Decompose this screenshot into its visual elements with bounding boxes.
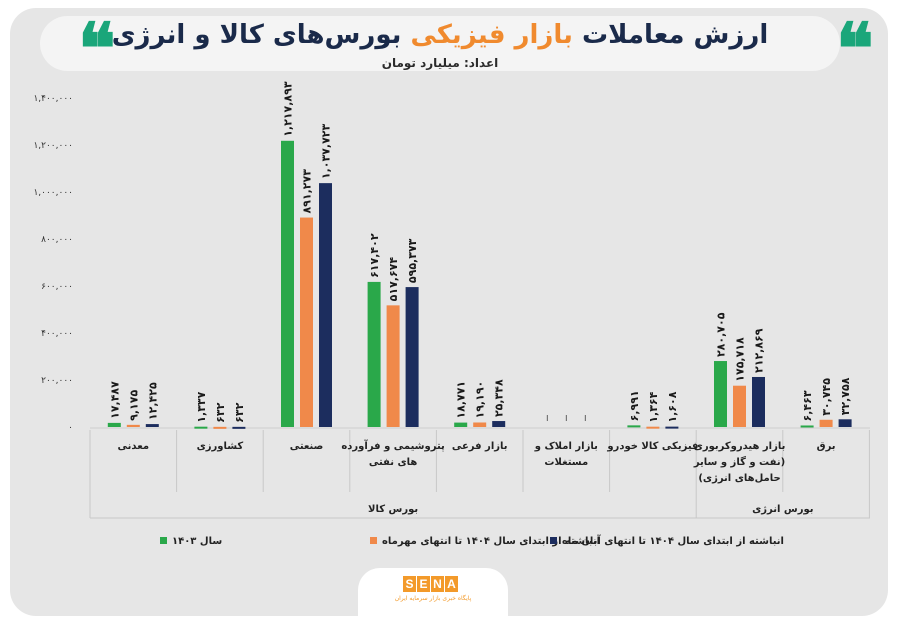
data-label: ۱۷,۴۸۷: [108, 381, 121, 419]
bar: [405, 287, 419, 427]
data-label: ۱,۰۳۷,۷۲۳: [320, 123, 333, 179]
data-label: ۶,۹۹۱: [628, 390, 641, 421]
data-label: ۲۵,۳۴۸: [493, 379, 506, 417]
group-label: بورس کالا: [368, 504, 418, 515]
bar: [800, 425, 814, 428]
bar: [386, 305, 400, 427]
page-subtitle: اعداد: میلیارد تومان: [381, 56, 499, 70]
y-tick-label: ۰: [68, 423, 73, 433]
category-label: فیزیکی کالا خودرو: [606, 441, 698, 452]
category-label: (نفت و گاز و سایر: [693, 455, 785, 468]
legend-label: انباشته از ابتدای سال ۱۴۰۴ تا انتهای آبا…: [562, 534, 784, 547]
bar: [665, 426, 679, 429]
y-tick-label: ۱,۲۰۰,۰۰۰: [33, 141, 73, 151]
bar: [838, 419, 852, 427]
data-label: ۱۲,۴۲۵: [146, 382, 159, 420]
logo-badge: S E N A پایگاه خبری بازار سرمایه ایران: [358, 568, 508, 616]
bar: [714, 361, 727, 427]
bar: [145, 424, 159, 427]
logo-letter: E: [417, 576, 430, 592]
legend-swatch: [160, 537, 167, 544]
bar: [473, 422, 487, 427]
logo-tagline: پایگاه خبری بازار سرمایه ایران: [394, 595, 472, 602]
data-label: ۱,۲۱۷,۸۹۳: [282, 81, 295, 137]
data-label: ۶۳۲: [214, 402, 227, 422]
category-label: های نفتی: [369, 457, 418, 468]
bar: [281, 140, 294, 427]
bar: [194, 426, 208, 429]
y-tick-label: ۱,۰۰۰,۰۰۰: [33, 188, 73, 198]
category-label: حامل‌های انرژی): [698, 473, 780, 484]
bar: [126, 424, 140, 427]
data-label: ۳۲,۷۵۸: [839, 377, 852, 415]
data-label: ۶۳۲: [233, 402, 246, 422]
bar: [367, 281, 381, 427]
bar: [319, 183, 332, 427]
data-label: ۲۱۲,۸۶۹: [753, 328, 766, 373]
data-label: ۱۷۵,۷۱۸: [734, 337, 747, 382]
bar: [492, 421, 506, 427]
data-label: ۶,۴۶۳: [801, 390, 814, 421]
bar: [213, 426, 227, 429]
data-label: ۱۹,۱۹۰: [474, 381, 487, 419]
data-label: ۲۸۰,۷۰۵: [715, 312, 728, 357]
data-label: ۱,۳۶۴: [647, 391, 660, 422]
title-pre: ارزش معاملات: [572, 20, 769, 50]
y-tick-label: ۲۰۰,۰۰۰: [41, 376, 73, 386]
header-banner: ❝ ❝ ارزش معاملات بازار فیزیکی بورس‌های ک…: [40, 14, 874, 84]
legend-swatch: [550, 537, 557, 544]
y-tick-label: ۱,۴۰۰,۰۰۰: [33, 94, 73, 104]
data-label: ۹,۱۷۵: [127, 390, 140, 421]
y-tick-label: ۶۰۰,۰۰۰: [41, 282, 73, 292]
y-tick-label: ۸۰۰,۰۰۰: [41, 235, 73, 245]
data-label: ۵۹۵,۳۷۳: [406, 238, 419, 283]
bar: [752, 376, 765, 427]
logo-letter: N: [431, 576, 444, 592]
quote-right-icon: ❝: [836, 8, 874, 90]
logo-letter: A: [445, 576, 458, 592]
bar-empty-marker: [584, 415, 586, 421]
data-label: ۳۰,۷۴۵: [820, 378, 833, 416]
y-tick-label: ۴۰۰,۰۰۰: [41, 329, 73, 339]
bar: [232, 426, 246, 429]
bar: [107, 422, 121, 427]
legend-label: انباشته از ابتدای سال ۱۴۰۴ تا انتهای مهر…: [382, 536, 600, 547]
sena-logo: S E N A: [403, 576, 458, 592]
quote-left-icon: ❝: [78, 8, 116, 90]
group-label: بورس انرژی: [752, 504, 813, 515]
category-label: برق: [817, 441, 836, 452]
legend-swatch: [370, 537, 377, 544]
bar-empty-marker: [565, 415, 567, 421]
data-label: ۵۱۷,۶۷۴: [387, 257, 400, 302]
category-label: صنعتی: [290, 441, 324, 452]
data-label: ۱,۳۳۷: [195, 391, 208, 422]
category-label: بازار املاک و: [534, 441, 598, 452]
bar: [627, 425, 641, 428]
category-label: بازار هیدروکربوری: [694, 441, 786, 452]
data-label: ۶۱۷,۴۰۲: [368, 233, 381, 278]
chart-card: ❝ ❝ ارزش معاملات بازار فیزیکی بورس‌های ک…: [10, 8, 888, 616]
legend-label: سال ۱۴۰۳: [172, 536, 222, 547]
data-label: ۸۹۱,۲۷۳: [301, 169, 314, 214]
bar: [819, 419, 833, 427]
category-label: بازار فرعی: [452, 441, 508, 452]
bar-empty-marker: [546, 415, 548, 421]
bar: [300, 217, 313, 427]
bar: [646, 426, 660, 429]
category-label: پتروشیمی و فرآورده: [341, 439, 445, 452]
category-label: کشاورزی: [197, 441, 244, 452]
category-label: مستغلات: [544, 457, 588, 468]
bar: [454, 422, 468, 427]
bar: [733, 385, 746, 427]
data-label: ۱۸,۷۷۱: [455, 381, 468, 419]
data-label: ۱,۶۰۸: [666, 391, 679, 422]
title-post: بورس‌های کالا و انرژی: [111, 20, 411, 50]
category-label: معدنی: [118, 441, 149, 452]
logo-letter: S: [403, 576, 416, 592]
title-highlight: بازار فیزیکی: [410, 20, 573, 50]
page-title: ارزش معاملات بازار فیزیکی بورس‌های کالا …: [40, 20, 840, 50]
